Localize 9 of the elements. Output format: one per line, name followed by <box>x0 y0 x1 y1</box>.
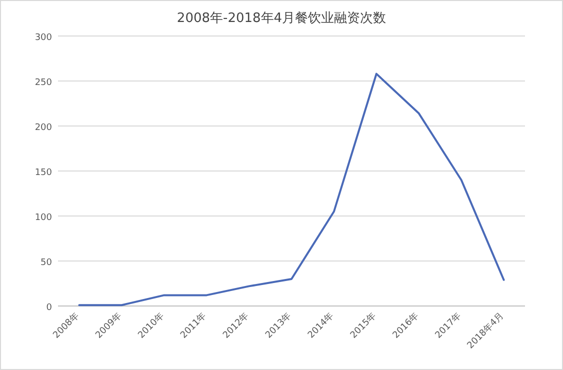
y-tick-label: 150 <box>34 168 52 178</box>
chart-title: 2008年-2018年4月餐饮业融资次数 <box>176 11 386 26</box>
y-tick-label: 250 <box>34 78 52 88</box>
y-tick-label: 50 <box>40 258 52 268</box>
y-tick-label: 300 <box>34 33 52 43</box>
y-tick-label: 200 <box>34 123 52 133</box>
y-tick-label: 100 <box>34 213 52 223</box>
line-series <box>78 72 505 306</box>
y-tick-label: 0 <box>46 303 52 313</box>
